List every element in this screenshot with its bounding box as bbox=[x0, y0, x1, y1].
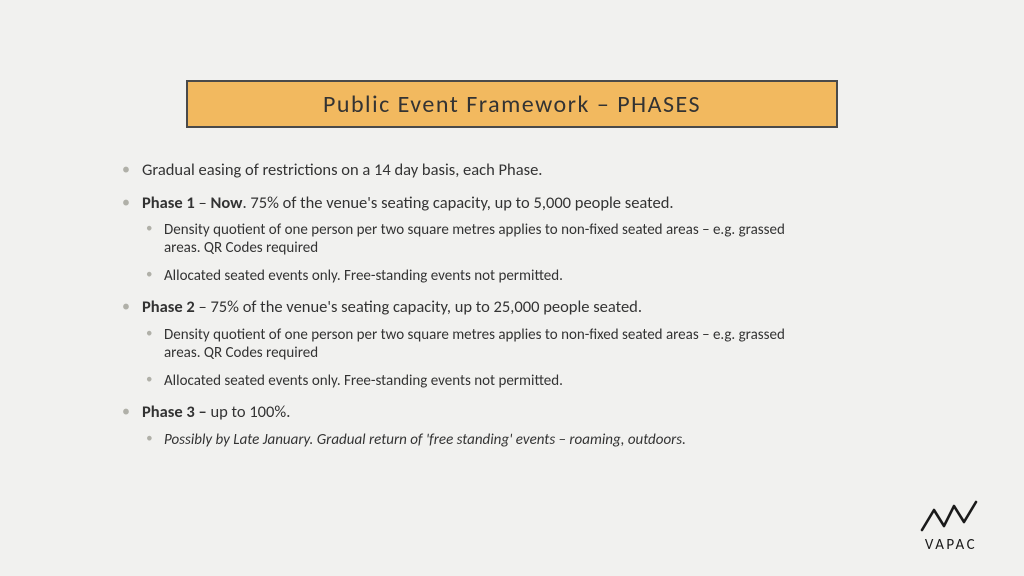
content-body: Gradual easing of restrictions on a 14 d… bbox=[122, 160, 822, 461]
list-item: Phase 2 – 75% of the venue's seating cap… bbox=[122, 297, 822, 390]
list-item: Allocated seated events only. Free-stand… bbox=[142, 372, 822, 390]
list-item: Phase 1 – Now. 75% of the venue's seatin… bbox=[122, 193, 822, 286]
bullet-text: Possibly by Late January. Gradual return… bbox=[164, 431, 686, 449]
phase-label: Phase 3 – bbox=[142, 402, 210, 422]
sub-list: Density quotient of one person per two s… bbox=[142, 221, 822, 285]
list-item: Possibly by Late January. Gradual return… bbox=[142, 431, 822, 449]
dash: – bbox=[195, 193, 211, 213]
bullet-text: . 75% of the venue's seating capacity, u… bbox=[242, 193, 673, 213]
bullet-text: – 75% of the venue's seating capacity, u… bbox=[195, 297, 642, 317]
list-item: Density quotient of one person per two s… bbox=[142, 326, 822, 362]
bullet-text: Density quotient of one person per two s… bbox=[164, 326, 785, 362]
bullet-text: Allocated seated events only. Free-stand… bbox=[164, 372, 563, 390]
list-item: Density quotient of one person per two s… bbox=[142, 221, 822, 257]
phase-label: Phase 1 bbox=[142, 193, 195, 213]
bullet-text: Density quotient of one person per two s… bbox=[164, 221, 785, 257]
phase-now: Now bbox=[210, 193, 242, 213]
list-item: Allocated seated events only. Free-stand… bbox=[142, 267, 822, 285]
logo-text: VAPAC bbox=[908, 536, 994, 554]
slide-title: Public Event Framework – PHASES bbox=[323, 90, 701, 119]
slide: Public Event Framework – PHASES Gradual … bbox=[0, 0, 1024, 576]
bullet-list: Gradual easing of restrictions on a 14 d… bbox=[122, 160, 822, 449]
logo-mark-icon bbox=[920, 500, 982, 534]
sub-list: Possibly by Late January. Gradual return… bbox=[142, 431, 822, 449]
phase-label: Phase 2 bbox=[142, 297, 195, 317]
title-box: Public Event Framework – PHASES bbox=[186, 80, 838, 128]
sub-list: Density quotient of one person per two s… bbox=[142, 326, 822, 390]
list-item: Phase 3 – up to 100%. Possibly by Late J… bbox=[122, 402, 822, 449]
bullet-text: Allocated seated events only. Free-stand… bbox=[164, 267, 563, 285]
vapac-logo: VAPAC bbox=[908, 500, 994, 554]
bullet-text: Gradual easing of restrictions on a 14 d… bbox=[142, 160, 542, 180]
list-item: Gradual easing of restrictions on a 14 d… bbox=[122, 160, 822, 181]
bullet-text: up to 100%. bbox=[210, 402, 290, 422]
